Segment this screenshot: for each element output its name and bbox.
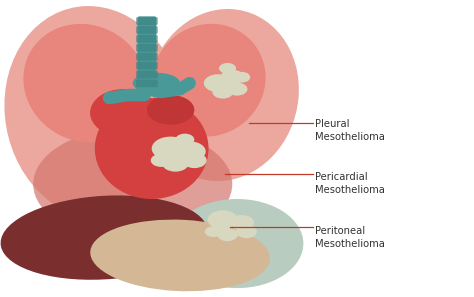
Circle shape bbox=[212, 86, 233, 99]
Circle shape bbox=[236, 225, 257, 238]
Ellipse shape bbox=[90, 89, 156, 137]
Circle shape bbox=[220, 70, 244, 85]
Text: Pericardial
Mesothelioma: Pericardial Mesothelioma bbox=[315, 172, 385, 195]
FancyBboxPatch shape bbox=[136, 17, 158, 25]
Circle shape bbox=[175, 134, 194, 146]
Ellipse shape bbox=[147, 95, 194, 125]
Circle shape bbox=[204, 74, 232, 92]
FancyBboxPatch shape bbox=[136, 71, 158, 78]
Ellipse shape bbox=[95, 98, 209, 199]
Circle shape bbox=[205, 226, 222, 237]
Circle shape bbox=[227, 83, 247, 96]
Ellipse shape bbox=[23, 24, 147, 143]
FancyBboxPatch shape bbox=[136, 62, 158, 69]
Circle shape bbox=[219, 63, 236, 74]
Text: Peritoneal
Mesothelioma: Peritoneal Mesothelioma bbox=[315, 226, 385, 249]
Circle shape bbox=[152, 137, 190, 160]
FancyBboxPatch shape bbox=[136, 35, 158, 43]
FancyBboxPatch shape bbox=[137, 16, 156, 91]
Circle shape bbox=[233, 72, 250, 83]
Circle shape bbox=[151, 154, 172, 167]
Ellipse shape bbox=[146, 9, 299, 181]
FancyBboxPatch shape bbox=[136, 53, 158, 61]
Ellipse shape bbox=[171, 199, 303, 288]
Circle shape bbox=[217, 228, 238, 241]
Circle shape bbox=[182, 153, 207, 168]
Ellipse shape bbox=[90, 219, 270, 291]
FancyBboxPatch shape bbox=[136, 44, 158, 52]
Circle shape bbox=[173, 141, 206, 162]
Circle shape bbox=[229, 215, 254, 230]
FancyBboxPatch shape bbox=[136, 26, 158, 34]
Ellipse shape bbox=[152, 24, 265, 137]
Ellipse shape bbox=[33, 128, 232, 241]
Ellipse shape bbox=[0, 195, 208, 280]
Circle shape bbox=[162, 155, 189, 172]
FancyBboxPatch shape bbox=[136, 80, 158, 87]
Ellipse shape bbox=[4, 6, 185, 220]
Text: Pleural
Mesothelioma: Pleural Mesothelioma bbox=[315, 119, 385, 142]
Circle shape bbox=[208, 210, 238, 229]
Ellipse shape bbox=[133, 73, 180, 94]
